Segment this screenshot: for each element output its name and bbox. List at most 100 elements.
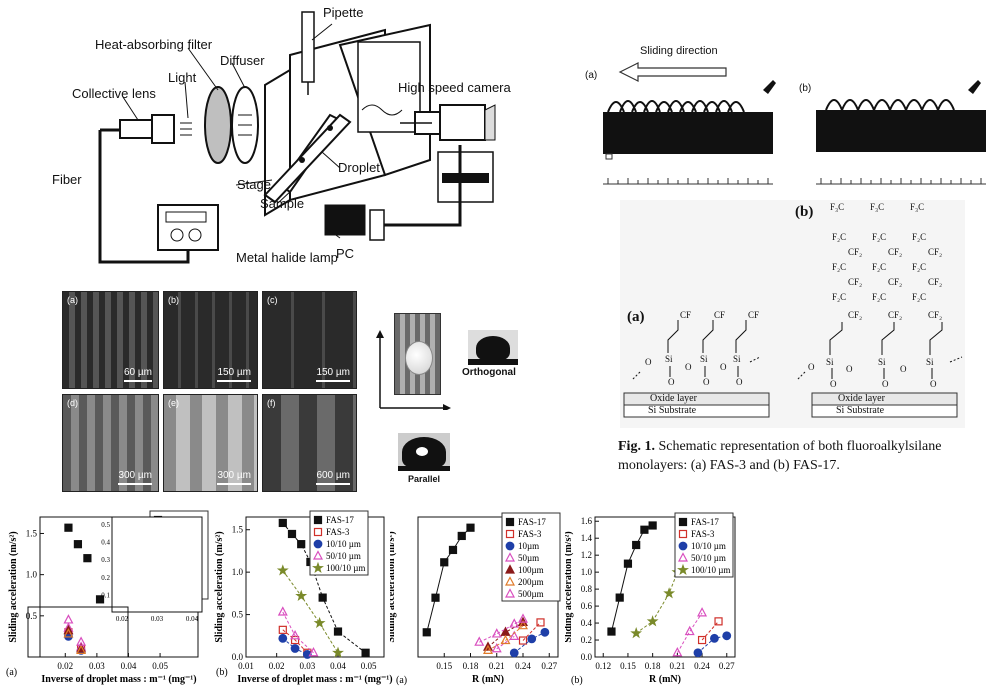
figure-caption: Fig. 1. Schematic representation of both… xyxy=(618,437,978,475)
legend-label: FAS-3 xyxy=(326,527,350,537)
camera-label: High speed camera xyxy=(398,80,511,95)
y-tick-label: 0.5 xyxy=(26,611,38,621)
data-point xyxy=(693,648,703,658)
orthogonal-droplet-body xyxy=(476,336,510,360)
data-point xyxy=(295,589,308,602)
micrograph-d-tag: (d) xyxy=(67,398,78,408)
data-point xyxy=(290,630,301,640)
data-point xyxy=(509,648,519,658)
legend-label: FAS-17 xyxy=(326,515,354,525)
svg-text:CF: CF xyxy=(680,310,691,320)
legend-marker xyxy=(678,529,688,539)
micrograph-d-scale: 300 µm xyxy=(118,470,152,485)
heat-absorbing-filter xyxy=(204,86,232,164)
micrograph-e: (e) 300 µm xyxy=(163,394,258,492)
data-point xyxy=(457,531,466,541)
svg-text:CF₂: CF₂ xyxy=(848,310,862,320)
svg-text:O: O xyxy=(830,379,837,389)
data-point xyxy=(278,625,287,634)
data-point xyxy=(277,606,288,616)
series-line xyxy=(676,612,703,654)
x-tick-label: 0.02 xyxy=(269,661,285,671)
chart-force-a: 0.15 0.18 0.21 0.24 0.27 R (mN) Sliding accele… xyxy=(390,512,561,686)
svg-text:Si: Si xyxy=(733,354,741,364)
data-point xyxy=(684,625,695,636)
data-point xyxy=(276,564,289,576)
micrograph-f-tag: (f) xyxy=(267,398,276,408)
inset-y-tick-label: 0.2 xyxy=(101,574,110,582)
data-point xyxy=(333,627,343,636)
sliding-direction-label: Sliding direction xyxy=(640,45,718,57)
data-point xyxy=(318,593,327,602)
data-point xyxy=(491,628,502,638)
micrograph-b-scale: 150 µm xyxy=(217,367,251,382)
svg-text:Si: Si xyxy=(926,357,934,367)
molecule-panel xyxy=(620,200,965,428)
y-axis-label: Sliding acceleration (m/s²) xyxy=(390,531,397,642)
legend-label: 200µm xyxy=(518,577,544,587)
data-point xyxy=(431,593,440,602)
legend-label: 50/10 µm xyxy=(691,553,726,563)
data-point xyxy=(63,628,74,638)
data-point xyxy=(308,646,319,657)
legend-marker xyxy=(505,541,515,551)
svg-text:F₂C: F₂C xyxy=(872,262,886,272)
svg-text:CF₂: CF₂ xyxy=(888,310,902,320)
x-axis-label: R (mN) xyxy=(472,674,504,685)
setup-diagram xyxy=(98,11,496,264)
legend-marker xyxy=(678,541,688,551)
data-point xyxy=(474,636,485,646)
pc-monitor xyxy=(324,204,366,236)
metal-halide-lamp-label: Metal halide lamp xyxy=(236,250,338,265)
legend-marker xyxy=(313,515,323,525)
diffuser-label: Diffuser xyxy=(220,53,265,68)
data-point xyxy=(509,618,520,628)
pipette-label: Pipette xyxy=(323,5,364,20)
data-point xyxy=(648,521,657,530)
data-point xyxy=(287,529,297,539)
data-point xyxy=(64,523,73,532)
svg-text:Si: Si xyxy=(700,354,708,364)
data-point xyxy=(95,595,105,604)
legend-marker xyxy=(505,552,515,562)
panel-label: (a) xyxy=(6,667,17,678)
scale-bar xyxy=(217,380,251,382)
svg-text:O: O xyxy=(900,364,907,374)
orientation-axes xyxy=(376,330,451,410)
svg-text:O: O xyxy=(930,379,937,389)
data-point xyxy=(632,540,641,550)
micrograph-c-scale: 150 µm xyxy=(316,367,350,382)
inset-y-tick-label: 0.5 xyxy=(101,521,110,529)
data-point xyxy=(710,633,719,643)
y-tick-label: 1.5 xyxy=(26,528,38,538)
svg-text:F₃C: F₃C xyxy=(910,202,924,212)
micrograph-c-tag: (c) xyxy=(267,295,278,305)
y-axis-label: Sliding acceleration (m/s²) xyxy=(565,531,574,642)
plot-frame xyxy=(594,516,736,658)
x-axis-label: Inverse of droplet mass : m⁻¹ (mg⁻¹) xyxy=(41,674,196,685)
data-point xyxy=(697,607,708,617)
data-point xyxy=(630,626,643,639)
legend-marker xyxy=(313,539,323,549)
svg-text:CF₂: CF₂ xyxy=(888,247,902,257)
svg-text:O: O xyxy=(645,357,652,367)
svg-text:Si: Si xyxy=(826,357,834,367)
x-tick-label: 0.03 xyxy=(299,661,315,671)
data-point xyxy=(76,636,87,646)
y-tick-label: 1.5 xyxy=(232,525,244,535)
x-tick-label: 0.04 xyxy=(330,661,346,671)
y-tick-label: 0.4 xyxy=(581,618,593,628)
svg-text:O: O xyxy=(736,377,743,387)
legend-label: 10µm xyxy=(518,541,539,551)
legend-marker xyxy=(505,564,515,574)
sliding-photos-drawing xyxy=(603,80,986,185)
legend-marker xyxy=(678,517,688,527)
fiber-cable xyxy=(98,130,190,264)
parallel-droplet-highlight xyxy=(416,447,428,456)
scale-bar xyxy=(316,380,350,382)
data-point xyxy=(714,617,723,626)
micrograph-b: (b) 150 µm xyxy=(163,291,258,389)
striped-surface xyxy=(394,313,441,395)
data-point xyxy=(290,635,300,645)
x-tick-label: 0.21 xyxy=(489,661,505,671)
